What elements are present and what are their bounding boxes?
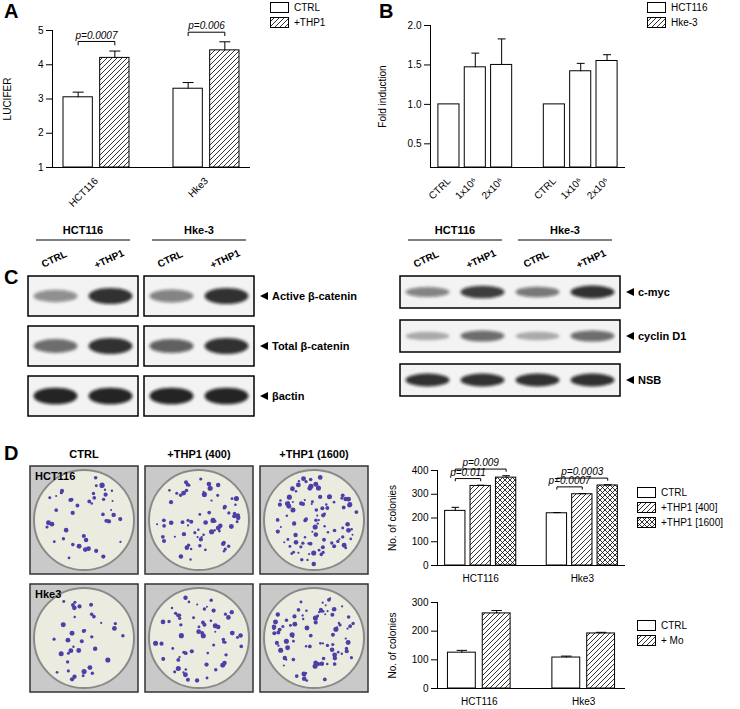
svg-text:2x10⁶: 2x10⁶	[479, 175, 505, 201]
svg-text:HCT116: HCT116	[435, 224, 475, 236]
html-text:CTRL: CTRL	[661, 487, 688, 498]
svg-text:HCT116: HCT116	[461, 696, 498, 707]
svg-text:D: D	[4, 442, 18, 464]
svg-text:100: 100	[412, 654, 429, 665]
svg-text:CTRL: CTRL	[412, 248, 441, 269]
html-text:+THP1 [1600]: +THP1 [1600]	[661, 517, 723, 528]
svg-text:+THP1: +THP1	[92, 247, 126, 270]
svg-text:4: 4	[38, 59, 44, 70]
svg-text:Hke3: Hke3	[572, 696, 596, 707]
svg-text:p=0.0007: p=0.0007	[75, 30, 118, 41]
svg-text:2x10⁶: 2x10⁶	[585, 175, 611, 201]
svg-text:p=0.0003: p=0.0003	[560, 466, 603, 477]
svg-text:2.0: 2.0	[408, 20, 422, 31]
html-text:Hke-3: Hke-3	[671, 17, 698, 28]
svg-text:1x10⁶: 1x10⁶	[558, 175, 584, 201]
svg-text:HCT116: HCT116	[67, 175, 101, 209]
svg-text:+THP1: +THP1	[574, 247, 608, 270]
svg-text:0.5: 0.5	[408, 138, 422, 149]
svg-text:+THP1: +THP1	[208, 247, 242, 270]
svg-text:5: 5	[38, 25, 44, 36]
svg-text:0: 0	[423, 683, 429, 694]
svg-text:1.5: 1.5	[408, 59, 422, 70]
svg-text:200: 200	[412, 625, 429, 636]
html-text:+THP1: +THP1	[294, 17, 326, 28]
html-text:CTRL: CTRL	[294, 2, 321, 13]
svg-text:HCT116: HCT116	[35, 470, 75, 482]
svg-text:CTRL: CTRL	[522, 248, 551, 269]
svg-text:Hke3: Hke3	[35, 588, 61, 600]
svg-text:βactin: βactin	[272, 390, 305, 402]
svg-text:+THP1 (400): +THP1 (400)	[167, 448, 231, 460]
svg-text:CTRL: CTRL	[426, 175, 453, 202]
svg-text:c-myc: c-myc	[638, 286, 670, 298]
svg-text:p=0.011: p=0.011	[449, 467, 486, 478]
html-text:HCT116: HCT116	[671, 2, 708, 13]
svg-text:C: C	[4, 266, 18, 288]
html-text:A: A	[4, 0, 19, 22]
svg-text:CTRL: CTRL	[40, 248, 69, 269]
svg-text:p=0.0007: p=0.0007	[548, 475, 591, 487]
svg-text:NSB: NSB	[638, 374, 661, 386]
svg-text:Fold induction: Fold induction	[377, 65, 388, 127]
svg-text:Active β-catenin: Active β-catenin	[272, 290, 357, 302]
svg-text:Hke3: Hke3	[186, 175, 211, 200]
svg-text:100: 100	[412, 536, 429, 547]
svg-text:200: 200	[412, 512, 429, 523]
svg-text:Hke-3: Hke-3	[184, 224, 214, 236]
html-text:B: B	[379, 0, 394, 22]
svg-text:+THP1 (1600): +THP1 (1600)	[279, 448, 349, 460]
svg-text:cyclin D1: cyclin D1	[638, 330, 686, 342]
svg-text:2: 2	[38, 127, 44, 138]
svg-text:CTRL: CTRL	[156, 248, 185, 269]
svg-text:HCT116: HCT116	[462, 573, 499, 584]
html-text:+ Mo: + Mo	[661, 635, 684, 646]
svg-text:CTRL: CTRL	[69, 448, 99, 460]
html-text:+THP1 [400]: +THP1 [400]	[661, 502, 718, 513]
svg-text:+THP1: +THP1	[464, 247, 498, 270]
svg-text:p=0.006: p=0.006	[187, 20, 225, 31]
svg-text:CTRL: CTRL	[532, 175, 559, 202]
svg-text:No. of colonies: No. of colonies	[387, 485, 398, 551]
svg-text:p=0.009: p=0.009	[461, 457, 499, 468]
svg-text:No. of colonies: No. of colonies	[387, 612, 398, 678]
svg-text:Total β-catenin: Total β-catenin	[272, 340, 350, 352]
svg-text:3: 3	[38, 93, 44, 104]
svg-text:HCT116: HCT116	[63, 224, 103, 236]
svg-text:Hke-3: Hke-3	[550, 224, 580, 236]
svg-text:300: 300	[412, 597, 429, 608]
svg-text:Hke3: Hke3	[571, 573, 595, 584]
svg-text:1: 1	[38, 162, 44, 173]
svg-text:LUCIFER: LUCIFER	[2, 78, 13, 121]
html-text:CTRL: CTRL	[661, 620, 688, 631]
svg-text:1.0: 1.0	[408, 99, 422, 110]
svg-text:300: 300	[412, 488, 429, 499]
svg-text:400: 400	[412, 465, 429, 476]
svg-text:1x10⁶: 1x10⁶	[453, 175, 479, 201]
svg-text:0: 0	[423, 560, 429, 571]
